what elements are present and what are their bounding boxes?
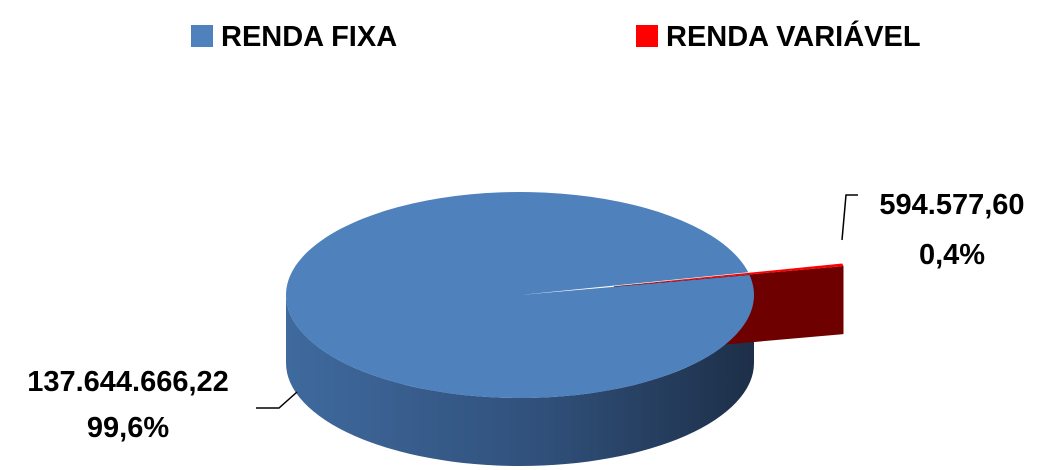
legend: RENDA FIXA RENDA VARIÁVEL [191, 19, 921, 53]
legend-label-renda-variavel: RENDA VARIÁVEL [666, 19, 921, 53]
data-label-percent-renda-fixa: 99,6% [87, 412, 169, 444]
data-label-percent-renda-variavel: 0,4% [919, 239, 985, 271]
pie-layer [286, 192, 844, 466]
legend-swatch-renda-fixa [191, 25, 213, 47]
legend-swatch-renda-variavel [636, 25, 658, 47]
data-label-renda-fixa: 137.644.666,22 99,6% [27, 366, 229, 444]
leader-line-renda-variavel [841, 194, 858, 241]
slice-top-renda-fixa [286, 192, 755, 399]
slice-top-renda-variavel [613, 263, 844, 287]
data-label-value-renda-fixa: 137.644.666,22 [27, 366, 229, 398]
legend-label-renda-fixa: RENDA FIXA [221, 21, 397, 53]
slice-side-renda-fixa [286, 295, 754, 466]
leader-line-renda-fixa [256, 391, 298, 409]
data-label-value-renda-variavel: 594.577,60 [879, 189, 1024, 221]
data-label-renda-variavel: 594.577,60 0,4% [879, 189, 1024, 271]
